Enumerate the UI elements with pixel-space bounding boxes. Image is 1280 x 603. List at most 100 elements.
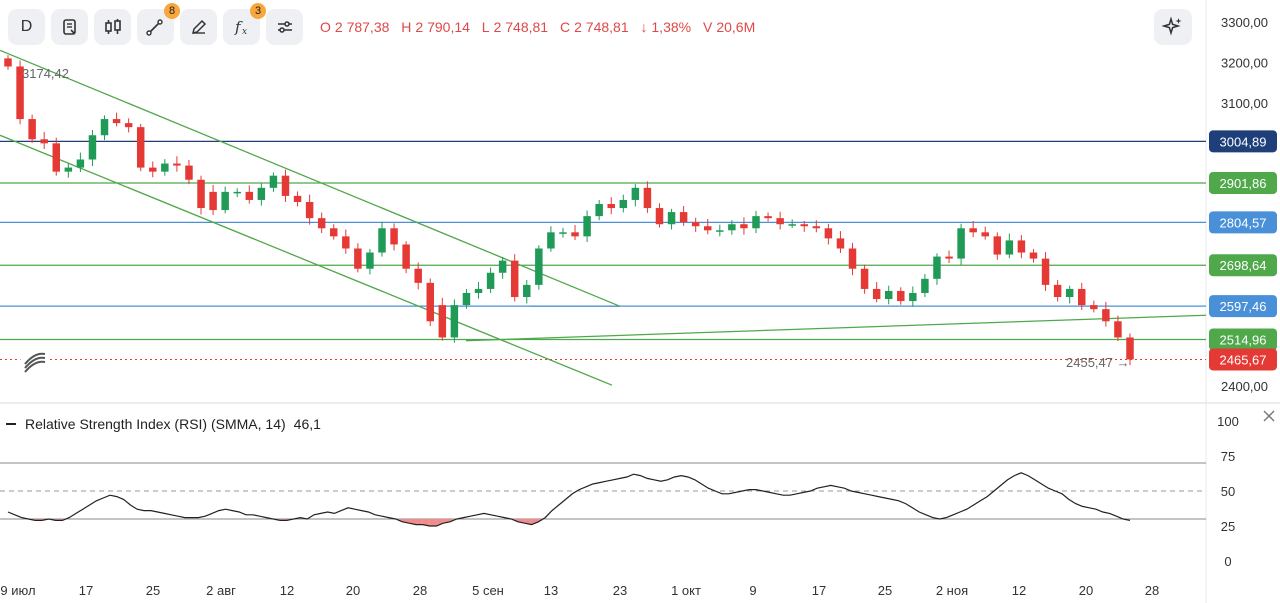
candle-body[interactable] [848, 248, 857, 269]
candle-body[interactable] [426, 282, 434, 322]
candle-body[interactable] [366, 252, 374, 269]
candle-body[interactable] [523, 284, 531, 298]
interval-button[interactable]: D [8, 9, 45, 45]
candle-body[interactable] [691, 222, 700, 227]
candle-body[interactable] [28, 119, 36, 140]
candle-body[interactable] [993, 236, 1002, 255]
drawings-button[interactable]: 8 [137, 3, 180, 45]
candle-body[interactable] [812, 226, 821, 229]
candle-body[interactable] [800, 224, 808, 227]
candle-body[interactable] [1065, 288, 1074, 298]
candle-body[interactable] [1114, 321, 1122, 338]
rising-support-line[interactable] [465, 314, 1207, 342]
candle-body[interactable] [643, 187, 652, 209]
candle-body[interactable] [872, 288, 881, 300]
candle-body[interactable] [4, 58, 12, 67]
candle-body[interactable] [124, 123, 133, 128]
candle-body[interactable] [1005, 240, 1014, 255]
candle-body[interactable] [112, 119, 121, 124]
candle-body[interactable] [354, 248, 362, 269]
channel-lower-line[interactable] [0, 134, 613, 386]
candle-body[interactable] [305, 201, 314, 219]
price-level-badge[interactable] [1209, 348, 1277, 371]
candle-body[interactable] [161, 163, 169, 172]
candle-body[interactable] [764, 216, 772, 219]
candle-body[interactable] [510, 260, 519, 298]
candle-body[interactable] [293, 195, 302, 202]
candle-body[interactable] [136, 127, 145, 168]
candle-body[interactable] [88, 135, 97, 160]
candle-body[interactable] [462, 292, 471, 306]
candle-body[interactable] [571, 232, 579, 237]
candle-body[interactable] [209, 191, 217, 211]
candle-body[interactable] [16, 66, 24, 120]
candle-body[interactable] [619, 199, 628, 209]
candle-body[interactable] [257, 187, 266, 200]
candle-body[interactable] [921, 278, 929, 293]
price-level-badge[interactable] [1209, 295, 1277, 318]
candle-body[interactable] [679, 212, 688, 223]
candle-body[interactable] [1017, 240, 1026, 253]
candle-body[interactable] [897, 290, 905, 302]
candle-body[interactable] [1126, 337, 1134, 360]
candle-body[interactable] [1090, 305, 1098, 310]
candle-body[interactable] [667, 212, 676, 225]
candle-body[interactable] [981, 232, 989, 237]
candle-body[interactable] [945, 256, 953, 259]
brush-button[interactable] [180, 9, 217, 45]
candle-body[interactable] [486, 272, 495, 289]
candle-body[interactable] [1041, 258, 1050, 285]
candle-body[interactable] [378, 228, 386, 253]
candle-body[interactable] [474, 288, 483, 293]
candle-body[interactable] [655, 208, 664, 225]
price-level-badge[interactable] [1209, 172, 1277, 195]
candle-body[interactable] [836, 238, 845, 249]
candle-body[interactable] [414, 268, 422, 283]
candle-body[interactable] [1102, 309, 1110, 322]
candle-body[interactable] [909, 292, 917, 302]
candle-body[interactable] [498, 260, 507, 273]
candle-body[interactable] [342, 236, 350, 249]
candle-body[interactable] [957, 228, 965, 259]
candle-body[interactable] [788, 224, 796, 226]
candle-body[interactable] [704, 226, 712, 231]
candle-body[interactable] [402, 244, 410, 269]
candle-body[interactable] [884, 290, 893, 300]
candle-body[interactable] [595, 204, 603, 217]
close-pane-icon[interactable] [1261, 408, 1277, 424]
candle-body[interactable] [185, 165, 193, 180]
candle-body[interactable] [752, 216, 760, 229]
settings-button[interactable] [266, 9, 303, 45]
candle-body[interactable] [438, 305, 447, 338]
candle-body[interactable] [64, 167, 73, 172]
price-level-badge[interactable] [1209, 254, 1277, 277]
candle-body[interactable] [933, 256, 941, 279]
candle-body[interactable] [716, 230, 724, 232]
candle-body[interactable] [221, 191, 229, 211]
candle-body[interactable] [1078, 288, 1086, 306]
candle-body[interactable] [281, 175, 290, 196]
candle-body[interactable] [740, 224, 748, 229]
candle-body[interactable] [969, 228, 977, 233]
candle-body[interactable] [317, 218, 326, 229]
candle-body[interactable] [52, 143, 60, 172]
candle-body[interactable] [776, 218, 784, 225]
channel-upper-line[interactable] [0, 49, 621, 307]
candle-body[interactable] [583, 216, 591, 237]
price-level-badge[interactable] [1209, 328, 1277, 351]
candle-body[interactable] [631, 187, 640, 200]
candle-body[interactable] [559, 232, 567, 234]
candle-body[interactable] [197, 179, 205, 209]
candles-button[interactable] [94, 9, 131, 45]
candle-body[interactable] [390, 228, 398, 245]
candle-body[interactable] [245, 191, 254, 200]
candle-body[interactable] [607, 204, 615, 209]
price-level-badge[interactable] [1209, 211, 1277, 234]
chart-type-button[interactable] [51, 9, 88, 45]
candle-body[interactable] [1053, 284, 1062, 298]
candle-body[interactable] [728, 224, 736, 231]
candle-body[interactable] [860, 268, 869, 289]
candle-body[interactable] [330, 228, 338, 237]
candle-body[interactable] [173, 163, 181, 166]
